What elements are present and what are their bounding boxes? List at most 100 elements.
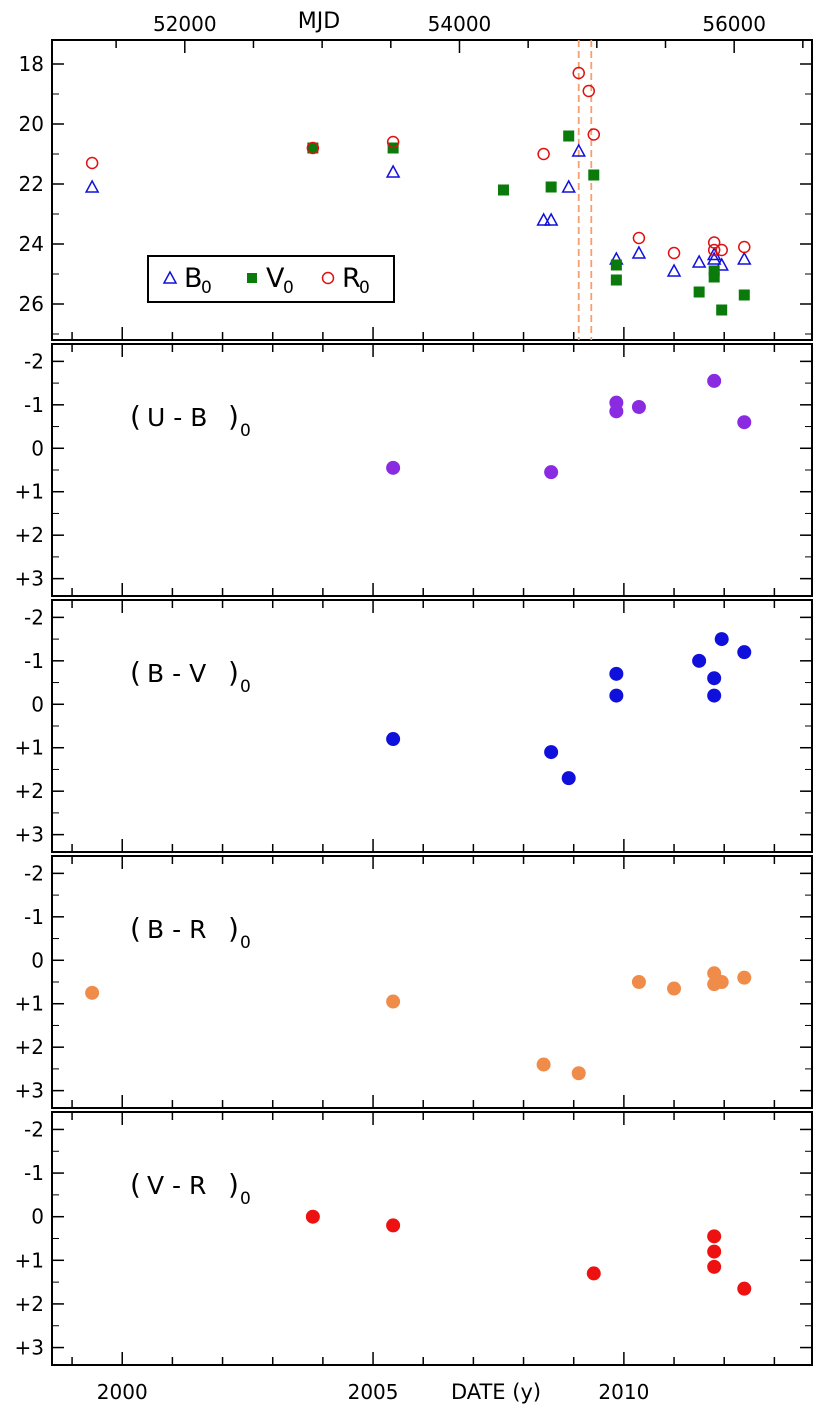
panel-label-close: )	[228, 912, 239, 945]
panel-frame-b-v	[51, 599, 813, 853]
panel-label-open: (	[130, 656, 141, 689]
v0-point	[693, 286, 705, 298]
legend-box	[147, 255, 395, 303]
y-tick-label: +2	[15, 523, 44, 547]
r0-point	[707, 236, 721, 249]
v-r-point	[707, 1259, 722, 1274]
y-tick-label: +3	[15, 1079, 44, 1103]
b0-point	[536, 212, 551, 226]
panel-label-close: )	[228, 656, 239, 689]
r0-point	[85, 156, 99, 170]
v0-point	[708, 271, 720, 283]
panel-label-subscript: 0	[240, 933, 251, 953]
r0-point	[667, 246, 681, 260]
b-v-point	[707, 671, 722, 686]
top-axis-title: MJD	[298, 9, 340, 34]
panel-label-open: (	[130, 912, 141, 945]
v-r-point	[305, 1209, 320, 1224]
panel-frame-u-b	[51, 343, 813, 597]
v-r-point	[707, 1229, 722, 1244]
y-tick-label: +1	[15, 480, 44, 504]
r0-point	[738, 240, 751, 254]
panel-label-open: (	[130, 1168, 141, 1201]
r0-point	[587, 128, 601, 141]
b-v-point	[609, 666, 624, 681]
v0-point	[497, 184, 509, 196]
v0-point	[545, 181, 557, 193]
y-tick-label: +1	[15, 736, 44, 760]
r0-point	[582, 84, 596, 98]
y-tick-label: -2	[24, 605, 44, 629]
panel-label-close: )	[228, 400, 239, 433]
v0-point	[563, 130, 575, 142]
b-r-point	[536, 1057, 551, 1072]
x-tick-label: 2010	[598, 1380, 649, 1404]
legend-label-subscript: 0	[359, 278, 370, 298]
b-r-point	[571, 1066, 586, 1081]
y-tick-label: +2	[15, 779, 44, 803]
b0-point	[561, 179, 576, 193]
mjd-tick-label: 52000	[153, 12, 217, 36]
panel-frame-magnitudes	[51, 39, 813, 341]
v-r-point	[586, 1266, 601, 1281]
y-tick-label: +3	[15, 1336, 44, 1360]
r0-point	[707, 243, 721, 257]
b-r-point	[714, 975, 729, 989]
x-axis-title: DATE (y)	[451, 1380, 541, 1404]
b-r-point	[737, 970, 752, 985]
x-tick-label: 2005	[348, 1380, 399, 1404]
r0-point	[572, 66, 585, 80]
y-tick-label: -1	[24, 393, 44, 417]
u-b-point	[386, 460, 401, 475]
y-tick-label: -2	[24, 1117, 44, 1141]
y-tick-label: 20	[19, 112, 44, 136]
u-b-point	[707, 373, 722, 388]
b-v-point	[609, 688, 624, 703]
panel-frame-b-r	[51, 855, 813, 1109]
y-tick-label: -1	[24, 649, 44, 673]
b-r-point	[85, 985, 100, 1000]
y-tick-label: +2	[15, 1292, 44, 1316]
v0-point	[610, 274, 622, 286]
panel-label-subscript: 0	[240, 1189, 251, 1209]
v0-point	[708, 265, 720, 277]
u-b-point	[609, 404, 624, 419]
panel-label-open: (	[130, 400, 141, 433]
b0-point	[691, 254, 707, 268]
panel-label-text: V - R	[147, 1171, 206, 1200]
r0-point	[306, 141, 320, 155]
legend-triangle-icon	[162, 270, 178, 284]
b0-point	[666, 263, 682, 277]
r0-point	[715, 243, 728, 257]
b-v-point	[692, 653, 707, 668]
y-tick-label: 22	[19, 172, 44, 196]
v0-point	[716, 304, 728, 316]
b-v-point	[714, 632, 729, 647]
v0-point	[738, 289, 750, 301]
x-tick-label: 2000	[97, 1380, 148, 1404]
v-r-point	[386, 1218, 401, 1233]
r0-point	[386, 135, 400, 149]
y-tick-label: 0	[31, 1205, 44, 1229]
y-tick-label: 0	[31, 948, 44, 972]
panel-label-close: )	[228, 1168, 239, 1201]
u-b-point	[737, 415, 752, 430]
b-v-point	[561, 771, 576, 786]
r0-point	[632, 231, 646, 245]
b0-point	[706, 251, 722, 265]
panel-label-text: B - R	[147, 915, 206, 944]
legend: B0 V0 R0	[147, 255, 395, 303]
y-tick-label: +3	[15, 567, 44, 591]
panel-label-text: U - B	[147, 403, 207, 432]
panel-label-subscript: 0	[240, 677, 251, 697]
panel-label-text: B - V	[147, 659, 206, 688]
y-tick-label: 0	[31, 692, 44, 716]
y-tick-label: -1	[24, 905, 44, 929]
mjd-tick-label: 54000	[428, 12, 492, 36]
b0-point	[631, 245, 647, 259]
y-tick-label: +2	[15, 1035, 44, 1059]
b0-point	[571, 143, 586, 157]
u-b-point	[544, 465, 559, 480]
u-b-point	[631, 400, 646, 414]
